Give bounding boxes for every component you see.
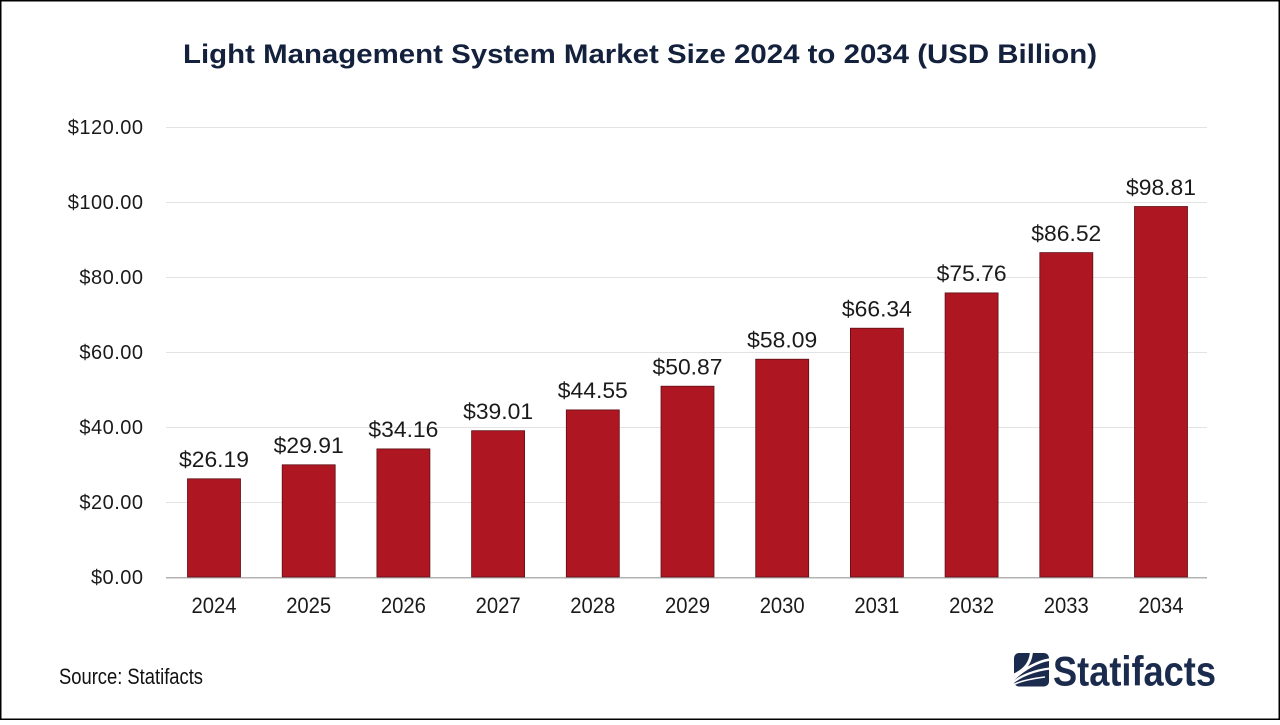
svg-text:2028: 2028 [570, 593, 615, 618]
svg-text:2032: 2032 [949, 593, 994, 618]
svg-text:2025: 2025 [286, 593, 331, 618]
svg-text:$29.91: $29.91 [274, 433, 344, 458]
svg-text:2024: 2024 [192, 593, 237, 618]
svg-text:2031: 2031 [854, 593, 899, 618]
svg-text:$60.00: $60.00 [79, 342, 143, 364]
svg-text:$40.00: $40.00 [79, 417, 143, 439]
svg-text:$0.00: $0.00 [91, 567, 144, 589]
svg-text:$80.00: $80.00 [79, 267, 143, 289]
svg-text:2029: 2029 [665, 593, 710, 618]
svg-text:$34.16: $34.16 [368, 417, 438, 442]
svg-text:2030: 2030 [760, 593, 805, 618]
svg-text:$58.09: $58.09 [747, 328, 817, 353]
svg-text:$39.01: $39.01 [463, 399, 533, 424]
svg-text:$98.81: $98.81 [1126, 175, 1196, 200]
svg-text:Statifacts: Statifacts [1053, 648, 1216, 695]
svg-text:2026: 2026 [381, 593, 426, 618]
svg-text:2027: 2027 [476, 593, 521, 618]
svg-text:$75.76: $75.76 [937, 261, 1007, 286]
svg-text:$44.55: $44.55 [558, 378, 628, 403]
svg-text:2034: 2034 [1139, 593, 1184, 618]
svg-text:$26.19: $26.19 [179, 447, 249, 472]
svg-text:Source: Statifacts: Source: Statifacts [59, 664, 203, 689]
svg-text:$86.52: $86.52 [1031, 221, 1101, 246]
svg-text:$20.00: $20.00 [79, 492, 143, 514]
svg-text:$66.34: $66.34 [842, 297, 912, 322]
svg-text:Light Management System Market: Light Management System Market Size 2024… [183, 39, 1097, 69]
svg-text:$50.87: $50.87 [653, 355, 723, 380]
svg-text:$100.00: $100.00 [68, 192, 144, 214]
svg-text:2033: 2033 [1044, 593, 1089, 618]
svg-text:$120.00: $120.00 [68, 117, 144, 139]
